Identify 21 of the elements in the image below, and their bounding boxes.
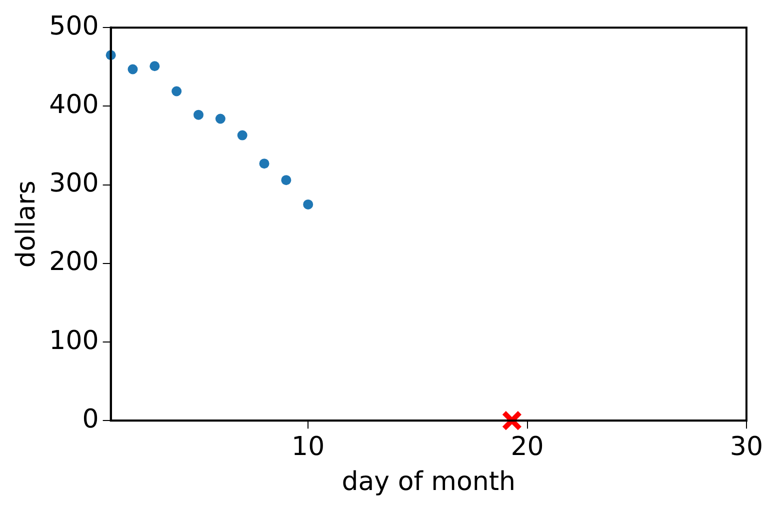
y-tick-label: 300 (49, 168, 99, 199)
point (194, 110, 204, 120)
y-tick-label: 500 (49, 11, 99, 42)
point (215, 114, 226, 124)
x-axis-title: day of month (342, 467, 516, 498)
y-tick-label: 0 (82, 404, 99, 434)
point (303, 199, 314, 210)
x-tick-label: 30 (730, 432, 764, 462)
point (172, 86, 182, 96)
y-axis-title: dollars (11, 180, 42, 268)
point (502, 410, 522, 431)
y-tick-label: 400 (49, 90, 99, 120)
point (150, 61, 160, 72)
y-tick-label: 200 (49, 247, 99, 278)
point (128, 64, 138, 74)
point (259, 158, 270, 169)
point (281, 175, 292, 186)
x-tick-label: 10 (292, 432, 325, 462)
point (237, 130, 248, 140)
x-tick-label: 20 (510, 432, 544, 462)
y-tick-label: 100 (49, 326, 99, 356)
